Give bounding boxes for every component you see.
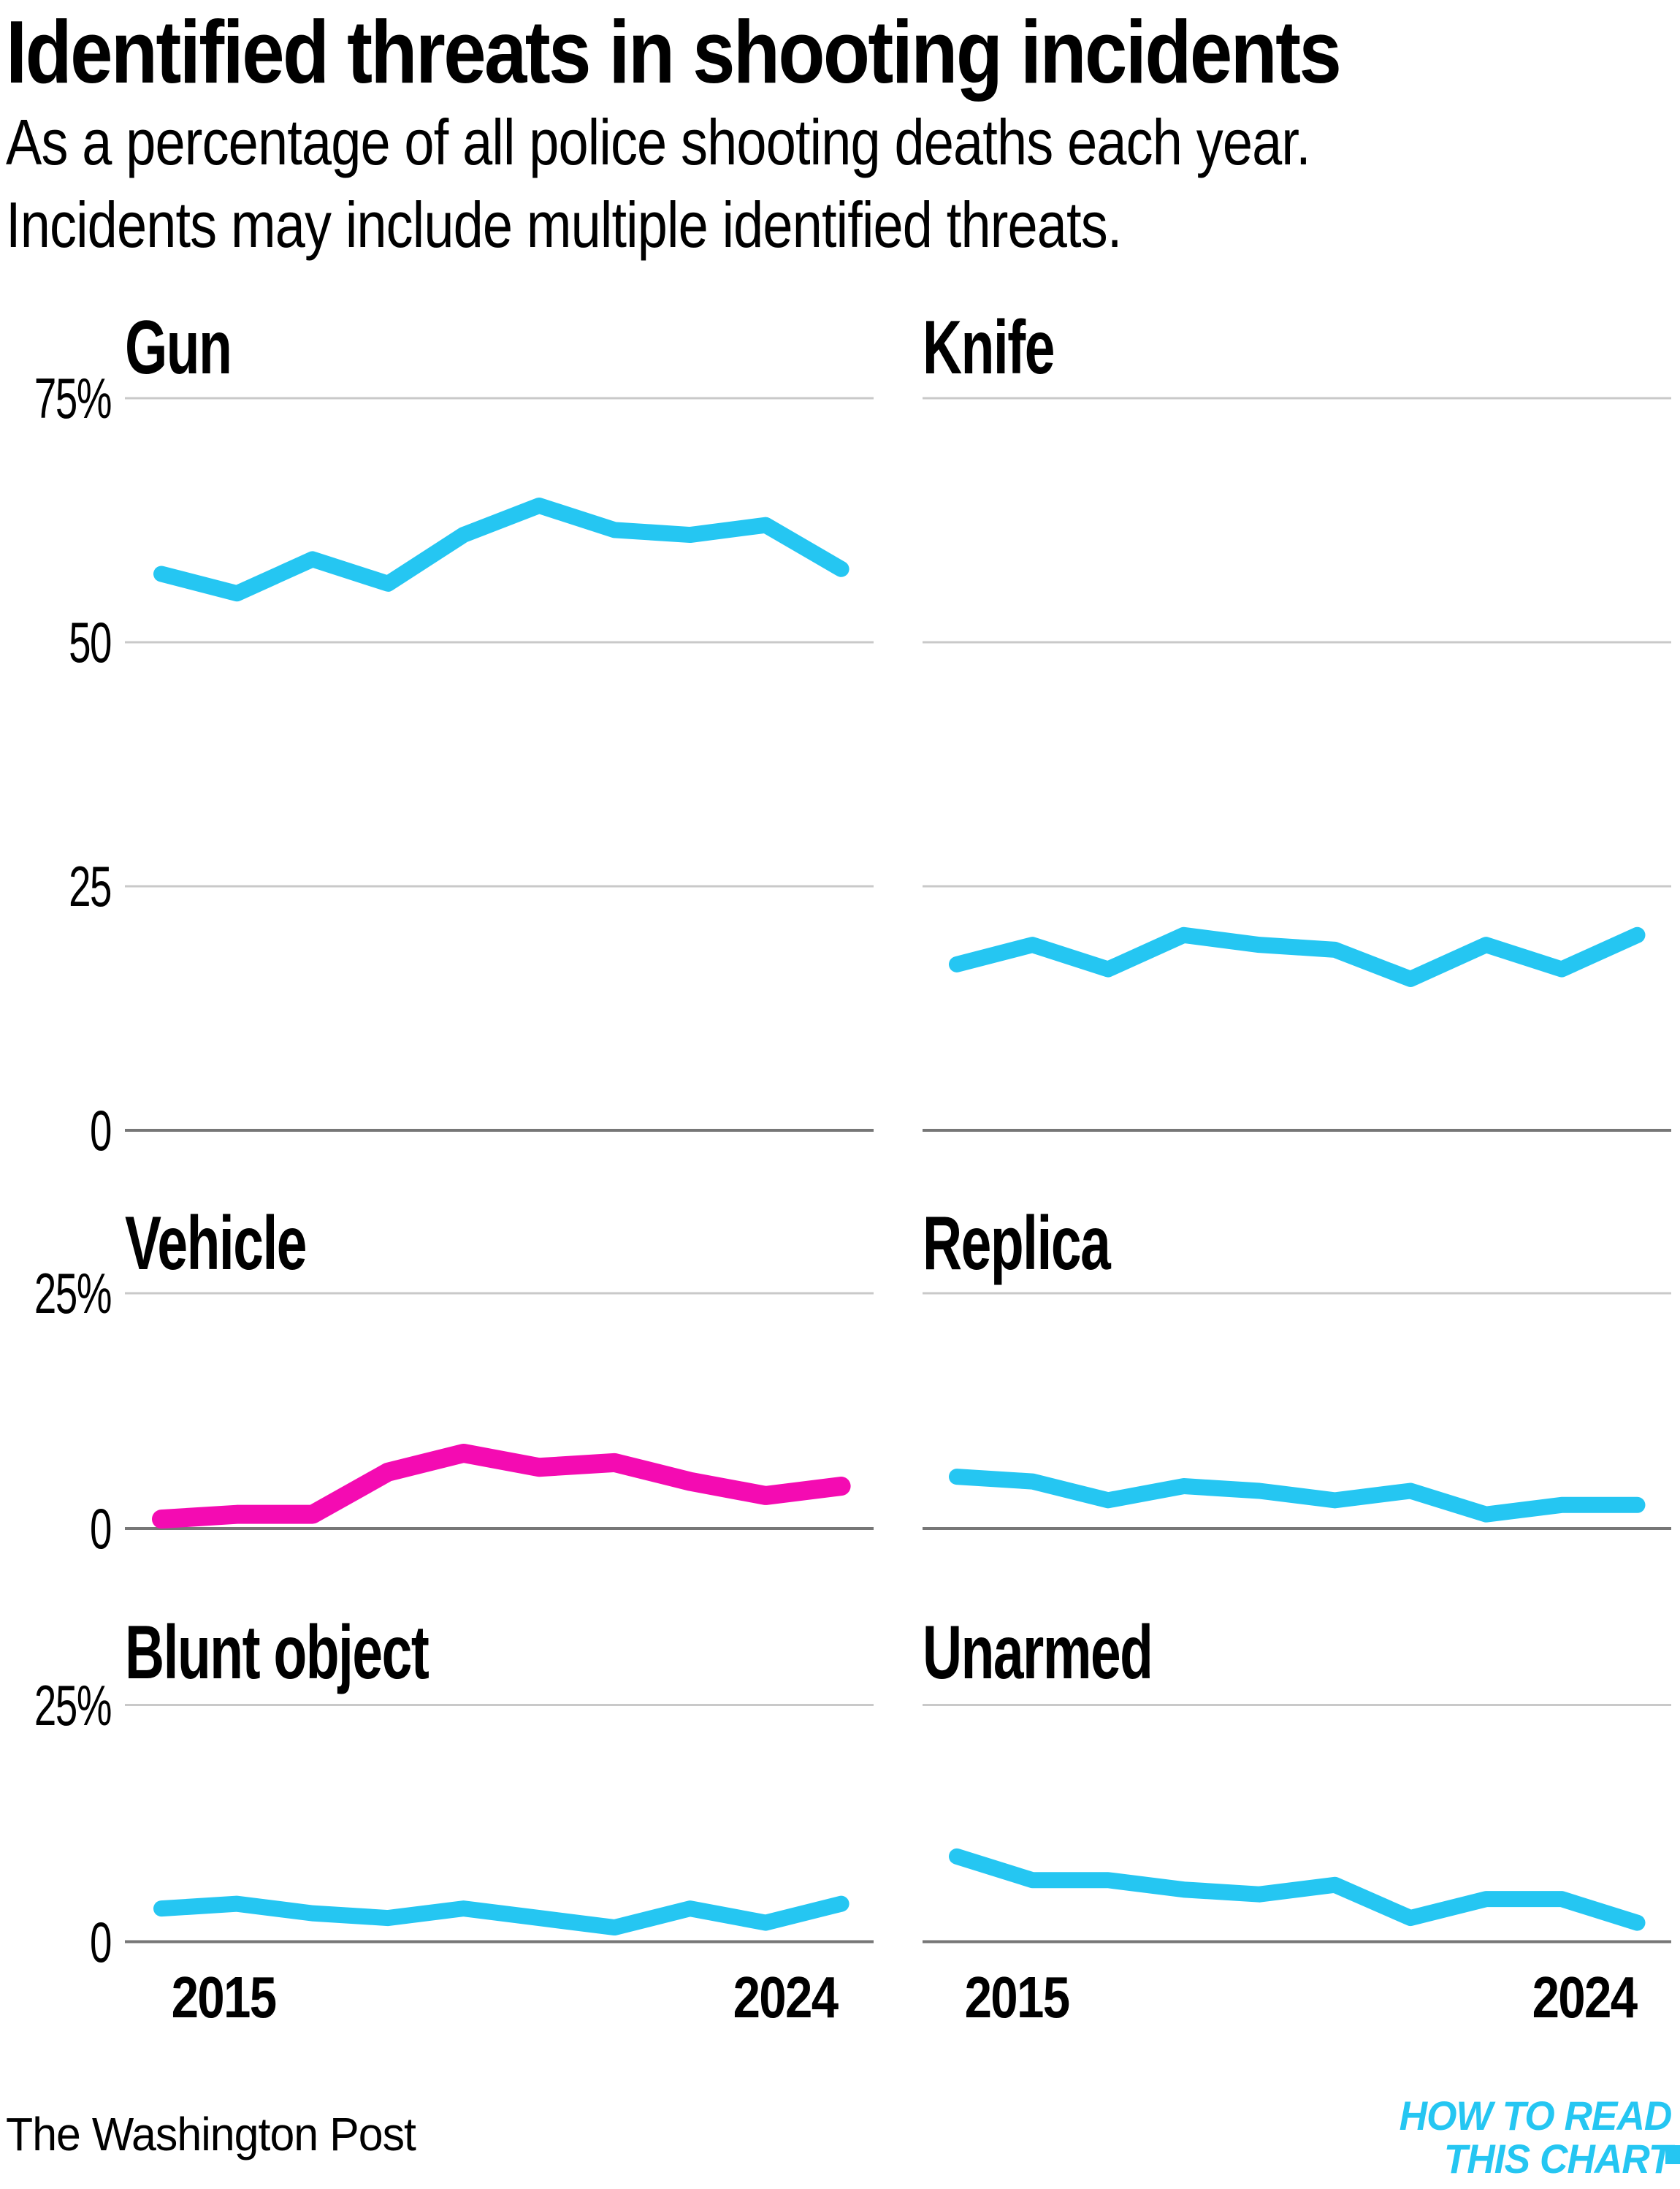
- footer-source: The Washington Post: [6, 2108, 416, 2161]
- blunt-object-line: [153, 1895, 849, 1936]
- y-axis-label: 75%: [34, 366, 112, 430]
- chart-canvas-gun: [125, 397, 874, 1132]
- chart-canvas-vehicle: [125, 1292, 874, 1530]
- chart-canvas-knife: [923, 397, 1671, 1132]
- unarmed-line: [949, 1848, 1646, 1931]
- htrtc-logo-bar: [1665, 2145, 1680, 2164]
- y-axis-label: 0: [90, 1098, 112, 1162]
- vehicle-line: [152, 1443, 851, 1529]
- chart-title-replica: Replica: [923, 1201, 1111, 1286]
- chart-title-blunt-object: Blunt object: [125, 1610, 429, 1695]
- y-axis-label: 0: [90, 1496, 112, 1561]
- chart-title-gun: Gun: [125, 305, 232, 390]
- chart-title-knife: Knife: [923, 305, 1055, 390]
- y-axis-label: 25%: [34, 1261, 112, 1325]
- page-title: Identified threats in shooting incidents: [6, 2, 1342, 102]
- x-axis-label: 2024: [733, 1965, 839, 2030]
- htrtc-logo-line-2: THIS CHART: [1443, 2136, 1672, 2182]
- x-axis-label: 2015: [171, 1965, 277, 2030]
- x-axis-label: 2024: [1532, 1965, 1638, 2030]
- htrtc-logo: HOW TO READ THIS CHART: [1399, 2093, 1672, 2182]
- gun-line: [153, 497, 849, 602]
- chart-canvas-blunt-object: [125, 1704, 874, 1944]
- page-subtitle: As a percentage of all police shooting d…: [6, 101, 1311, 266]
- chart-title-unarmed: Unarmed: [923, 1610, 1153, 1695]
- replica-line: [949, 1469, 1646, 1523]
- chart-canvas-replica: [923, 1292, 1671, 1530]
- knife-line: [949, 926, 1646, 987]
- y-axis-label: 25%: [34, 1672, 112, 1737]
- x-axis-label: 2015: [964, 1965, 1070, 2030]
- subtitle-line-2: Incidents may include multiple identifie…: [6, 189, 1122, 261]
- y-axis-label: 50: [69, 610, 112, 674]
- htrtc-logo-line-1: HOW TO READ: [1399, 2093, 1672, 2139]
- chart-canvas-unarmed: [923, 1704, 1671, 1944]
- subtitle-line-1: As a percentage of all police shooting d…: [6, 106, 1311, 178]
- y-axis-label: 25: [69, 854, 112, 918]
- y-axis-label: 0: [90, 1909, 112, 1974]
- chart-title-vehicle: Vehicle: [125, 1201, 307, 1286]
